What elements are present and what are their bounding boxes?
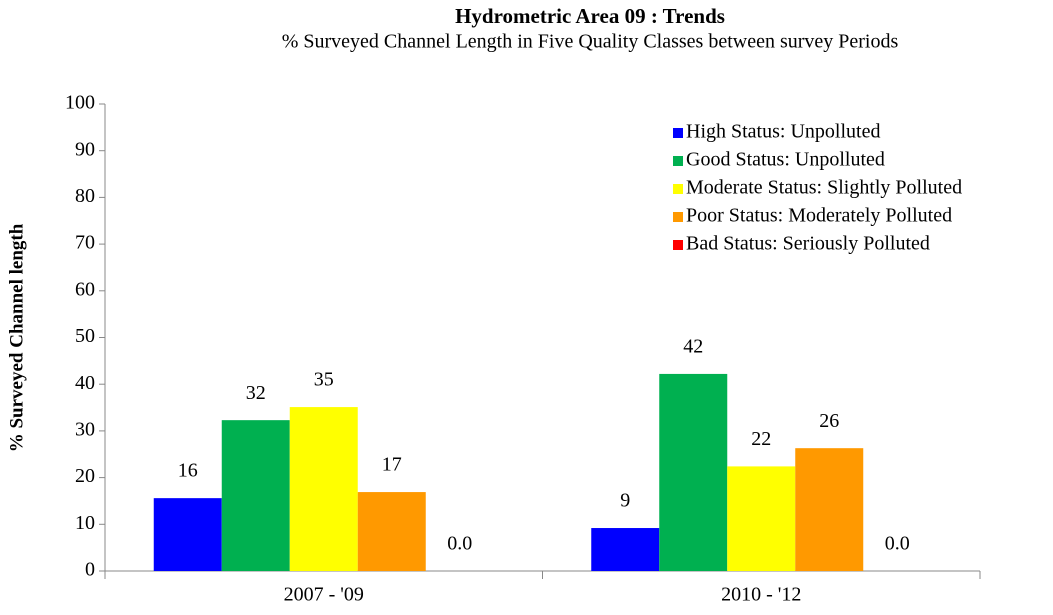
bar (221, 420, 290, 571)
value-label: 0.0 (447, 533, 472, 555)
value-label: 17 (382, 454, 402, 476)
y-tick-label: 70 (75, 232, 95, 254)
y-tick-label: 0 (85, 559, 95, 581)
bar (727, 466, 796, 571)
value-label: 32 (246, 382, 266, 404)
legend-label: Moderate Status: Slightly Polluted (686, 177, 962, 199)
value-label: 16 (178, 460, 198, 482)
legend-swatch (673, 212, 683, 222)
bar (591, 528, 660, 571)
legend-label: Poor Status: Moderately Polluted (686, 205, 952, 227)
legend-swatch (673, 184, 683, 194)
value-label: 35 (314, 369, 334, 391)
bar (795, 448, 864, 571)
value-label: 26 (819, 410, 839, 432)
y-tick-label: 60 (75, 278, 95, 300)
bar (357, 492, 426, 571)
y-axis-label: % Surveyed Channel length (6, 223, 27, 452)
bar (289, 407, 358, 571)
x-tick-label: 2007 - '09 (284, 584, 364, 606)
y-tick-label: 40 (75, 372, 95, 394)
value-label: 9 (620, 490, 630, 512)
legend-swatch (673, 156, 683, 166)
x-tick-label: 2010 - '12 (721, 584, 801, 606)
value-label: 42 (683, 336, 703, 358)
legend-label: Bad Status: Seriously Polluted (686, 233, 930, 255)
y-tick-label: 30 (75, 418, 95, 440)
legend-label: Good Status: Unpolluted (686, 149, 885, 171)
legend-swatch (673, 128, 683, 138)
y-tick-label: 20 (75, 465, 95, 487)
legend-label: High Status: Unpolluted (686, 121, 880, 143)
value-label: 0.0 (885, 533, 910, 555)
bar (659, 373, 728, 571)
chart-subtitle: % Surveyed Channel Length in Five Qualit… (282, 31, 899, 53)
y-tick-label: 90 (75, 138, 95, 160)
y-tick-label: 10 (75, 512, 95, 534)
y-tick-label: 80 (75, 185, 95, 207)
y-tick-label: 50 (75, 325, 95, 347)
legend-swatch (673, 240, 683, 250)
chart-title: Hydrometric Area 09 : Trends (455, 4, 725, 28)
bar (153, 498, 222, 571)
y-tick-label: 100 (65, 92, 95, 114)
value-label: 22 (751, 428, 771, 450)
